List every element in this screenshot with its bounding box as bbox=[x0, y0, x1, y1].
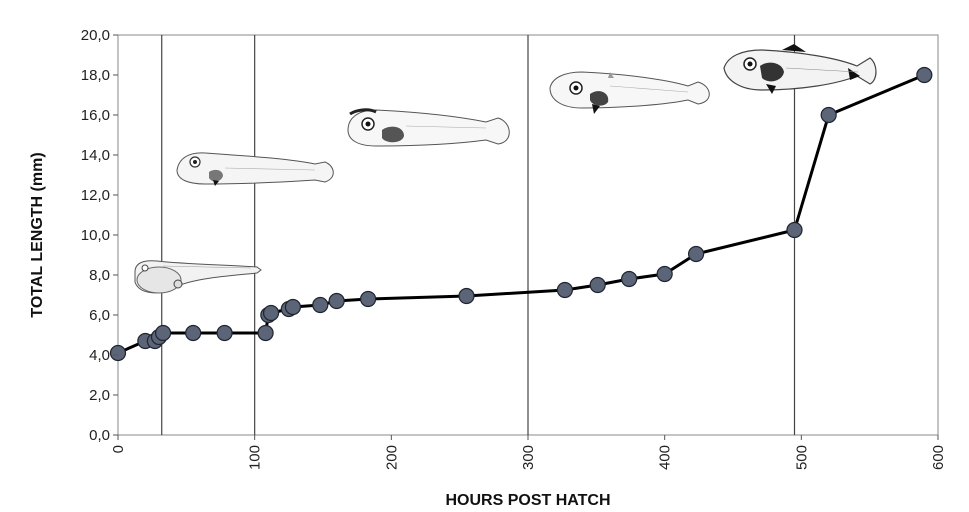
y-tick-label: 4,0 bbox=[89, 347, 110, 364]
data-point bbox=[621, 270, 638, 288]
data-point bbox=[360, 290, 377, 308]
data-point bbox=[589, 276, 606, 294]
y-tick-label: 10,0 bbox=[81, 227, 110, 244]
y-axis-label: TOTAL LENGTH (mm) bbox=[29, 152, 46, 317]
data-point bbox=[820, 106, 837, 124]
larva-stage-3-icon bbox=[347, 108, 510, 147]
data-point bbox=[216, 324, 233, 342]
y-tick-label: 8,0 bbox=[89, 267, 110, 284]
data-point bbox=[556, 281, 574, 299]
y-tick-label: 0,0 bbox=[89, 427, 110, 444]
y-tick-label: 20,0 bbox=[81, 27, 110, 44]
data-point bbox=[312, 296, 329, 314]
y-tick-label: 12,0 bbox=[81, 187, 110, 204]
data-point bbox=[687, 245, 705, 263]
larva-stage-5-icon bbox=[723, 44, 877, 94]
x-axis-label: HOURS POST HATCH bbox=[445, 492, 610, 509]
x-tick-label: 100 bbox=[247, 445, 264, 470]
x-tick-label: 400 bbox=[657, 445, 674, 470]
larva-stage-2-icon bbox=[176, 152, 334, 186]
data-point bbox=[185, 324, 202, 342]
stage-boundaries bbox=[161, 35, 796, 435]
x-tick-label: 200 bbox=[383, 445, 400, 470]
x-axis: 0 100 200 300 400 500 600 bbox=[110, 435, 947, 470]
data-series bbox=[109, 66, 933, 362]
x-tick-label: 500 bbox=[793, 445, 810, 470]
x-tick-label: 300 bbox=[520, 445, 537, 470]
data-point bbox=[109, 344, 127, 362]
series-line bbox=[117, 73, 925, 355]
data-point bbox=[786, 221, 803, 239]
data-point bbox=[656, 265, 673, 283]
data-point bbox=[257, 324, 274, 342]
larva-illustrations bbox=[134, 44, 877, 294]
x-tick-label: 600 bbox=[930, 445, 947, 470]
y-axis: 0,0 2,0 4,0 6,0 8,0 10,0 12,0 14,0 16,0 18,0 20,0 bbox=[81, 27, 118, 444]
larva-stage-4-icon bbox=[549, 71, 710, 114]
data-point bbox=[916, 66, 933, 84]
larva-stage-1-icon bbox=[134, 260, 262, 294]
y-tick-label: 18,0 bbox=[81, 67, 110, 84]
data-point bbox=[284, 298, 302, 316]
data-point bbox=[458, 287, 475, 305]
data-point bbox=[262, 304, 280, 322]
y-tick-label: 16,0 bbox=[81, 107, 110, 124]
data-point bbox=[328, 292, 345, 310]
y-tick-label: 14,0 bbox=[81, 147, 110, 164]
y-tick-label: 6,0 bbox=[89, 307, 110, 324]
data-point bbox=[155, 324, 172, 342]
y-tick-label: 2,0 bbox=[89, 387, 110, 404]
x-tick-label: 0 bbox=[110, 445, 127, 453]
